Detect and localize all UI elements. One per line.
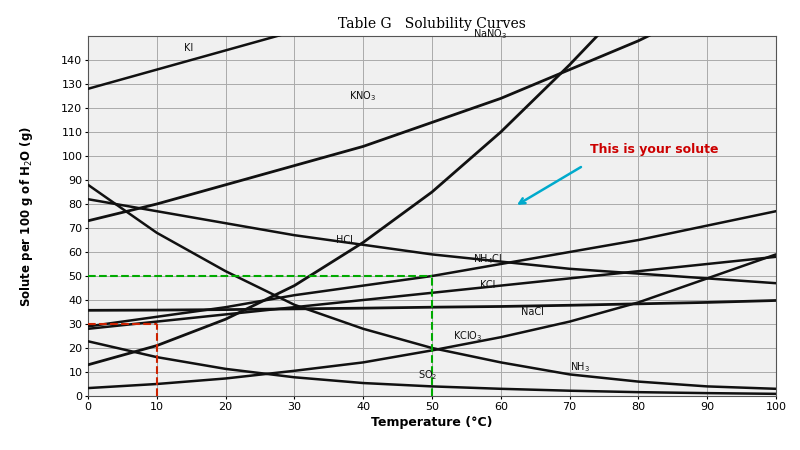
Text: SO$_2$: SO$_2$ xyxy=(418,368,438,382)
Text: This is your solute: This is your solute xyxy=(590,143,718,156)
Title: Table G   Solubility Curves: Table G Solubility Curves xyxy=(338,17,526,31)
Text: NaNO$_3$: NaNO$_3$ xyxy=(474,27,507,41)
Text: Solute per 100 g of H$_2$O (g): Solute per 100 g of H$_2$O (g) xyxy=(18,126,34,306)
Text: KNO$_3$: KNO$_3$ xyxy=(350,90,377,103)
Text: KCl: KCl xyxy=(480,280,495,290)
X-axis label: Temperature (°C): Temperature (°C) xyxy=(371,416,493,429)
Text: KI: KI xyxy=(184,43,194,53)
Text: HCl: HCl xyxy=(336,235,353,245)
Text: NH$_4$Cl: NH$_4$Cl xyxy=(474,252,503,266)
Text: NH$_3$: NH$_3$ xyxy=(570,360,590,374)
Text: NaCl: NaCl xyxy=(522,307,544,317)
Text: KClO$_3$: KClO$_3$ xyxy=(453,329,482,343)
